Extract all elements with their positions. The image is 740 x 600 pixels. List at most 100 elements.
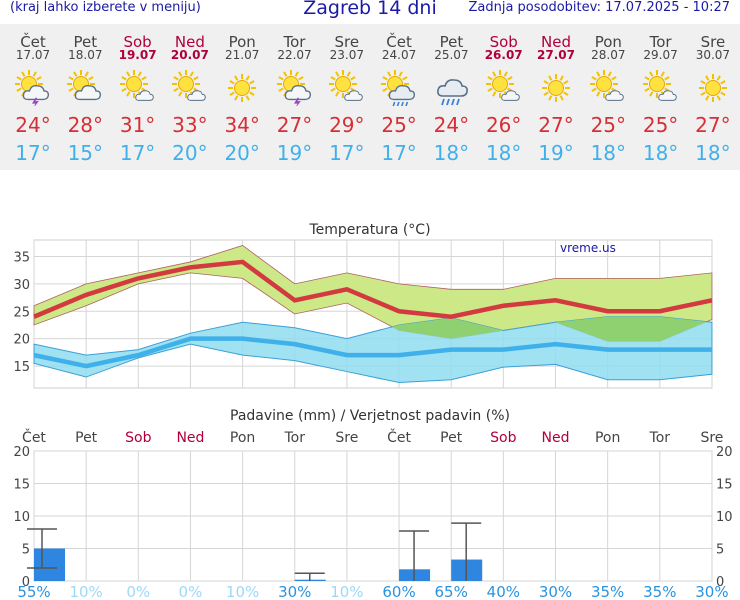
day-column: Pon 28.07 25° 18° xyxy=(582,24,634,170)
temp-min: 18° xyxy=(642,141,679,165)
day-date: 29.07 xyxy=(643,48,678,62)
precip-x-label: Čet xyxy=(22,428,46,446)
temp-min: 19° xyxy=(538,141,574,165)
min-temp-range-band xyxy=(33,316,713,384)
precip-y-tick-left: 20 xyxy=(13,445,30,460)
day-column: Pon 21.07 34° 20° xyxy=(216,24,268,170)
day-name: Tor xyxy=(283,33,306,51)
precip-probability: 30% xyxy=(695,583,728,600)
sun-icon xyxy=(695,70,731,106)
precip-y-tick-left: 5 xyxy=(22,543,30,558)
temp-min: 18° xyxy=(590,141,627,165)
precip-probability: 40% xyxy=(487,583,520,600)
temp-max: 27° xyxy=(695,113,731,137)
precip-y-tick-right: 10 xyxy=(716,510,733,525)
day-column: Čet 17.07 24° 17° xyxy=(7,24,59,170)
location-menu-hint[interactable]: (kraj lahko izberete v meniju) xyxy=(10,0,201,15)
precip-probability: 60% xyxy=(382,583,415,600)
precip-x-label: Tor xyxy=(649,430,671,446)
temp-max: 24° xyxy=(433,113,470,137)
precip-x-label: Ned xyxy=(176,430,204,446)
day-column: Sre 30.07 27° 18° xyxy=(687,24,739,170)
day-date: 22.07 xyxy=(277,48,312,62)
day-name: Pon xyxy=(228,33,256,51)
precip-x-label: Sre xyxy=(700,430,723,446)
precip-chart-title: Padavine (mm) / Verjetnost padavin (%) xyxy=(230,408,510,424)
day-date: 20.07 xyxy=(170,48,209,62)
day-name: Ned xyxy=(541,33,571,51)
temperature-y-tick: 25 xyxy=(13,305,30,320)
day-date: 19.07 xyxy=(118,48,157,62)
precip-x-label: Pet xyxy=(440,430,463,446)
day-name: Sob xyxy=(489,33,518,51)
sun-icon xyxy=(224,70,260,106)
precip-y-tick-right: 5 xyxy=(716,543,724,558)
temperature-y-tick: 20 xyxy=(13,333,30,348)
precip-probability: 10% xyxy=(69,583,102,600)
temp-min: 15° xyxy=(67,141,104,165)
precip-probability: 65% xyxy=(435,583,468,600)
day-column: Sre 23.07 29° 17° xyxy=(321,24,373,170)
max-temp-line xyxy=(33,259,713,320)
day-name: Ned xyxy=(174,33,205,51)
day-name: Čet xyxy=(386,33,412,51)
day-column: Tor 22.07 27° 19° xyxy=(269,24,321,170)
day-name: Tor xyxy=(649,33,672,51)
last-updated: Zadnja posodobitev: 17.07.2025 - 10:27 xyxy=(468,0,730,15)
day-name: Čet xyxy=(20,33,46,51)
day-name: Sob xyxy=(123,33,152,51)
precip-x-label: Pon xyxy=(595,430,620,446)
sun-cloud-icon xyxy=(67,70,103,106)
sun-small-cloud-icon xyxy=(485,70,522,106)
temperature-y-tick: 35 xyxy=(13,250,30,265)
precip-y-tick-left: 15 xyxy=(13,478,30,493)
precip-y-tick-right: 20 xyxy=(716,445,733,460)
day-column: Pet 18.07 28° 15° xyxy=(59,24,111,170)
day-column: Ned 20.07 33° 20° xyxy=(164,24,216,170)
day-name: Sre xyxy=(334,33,360,51)
precip-y-tick-right: 0 xyxy=(716,575,724,590)
day-date: 30.07 xyxy=(695,48,731,62)
day-column: Čet 24.07 25° 17° xyxy=(373,24,425,170)
sun-cloud-rain-icon xyxy=(381,70,417,108)
temp-min: 17° xyxy=(119,141,156,165)
precip-probability: 30% xyxy=(278,583,311,600)
day-date: 25.07 xyxy=(434,48,469,62)
temp-max: 25° xyxy=(381,113,417,137)
watermark: vreme.us xyxy=(560,241,616,255)
temp-max: 25° xyxy=(642,113,679,137)
temp-max: 24° xyxy=(15,113,51,137)
temp-max: 31° xyxy=(119,113,156,137)
day-date: 27.07 xyxy=(537,48,575,62)
precip-x-label: Sob xyxy=(490,430,516,446)
precip-y-tick-left: 10 xyxy=(13,510,30,525)
temp-max: 25° xyxy=(590,113,627,137)
precip-x-label: Sre xyxy=(335,430,358,446)
day-column: Tor 29.07 25° 18° xyxy=(635,24,687,170)
precip-probability: 0% xyxy=(179,583,203,600)
temp-max: 26° xyxy=(485,113,522,137)
day-date: 18.07 xyxy=(68,48,103,62)
precip-probability: 10% xyxy=(226,583,259,600)
temperature-y-tick: 15 xyxy=(13,360,30,375)
day-date: 21.07 xyxy=(225,48,260,62)
temp-max: 34° xyxy=(224,113,260,137)
temp-min: 20° xyxy=(224,141,260,165)
precip-x-label: Sob xyxy=(125,430,151,446)
temp-max: 27° xyxy=(538,113,574,137)
temp-min: 18° xyxy=(433,141,470,165)
precip-x-label: Pet xyxy=(75,430,98,446)
top-bar: (kraj lahko izberete v meniju) Zagreb 14… xyxy=(0,0,740,24)
sun-cloud-thunder-icon xyxy=(276,70,313,109)
sun-small-cloud-icon xyxy=(328,70,365,106)
precip-y-tick-right: 15 xyxy=(716,478,733,493)
day-column: Ned 27.07 27° 19° xyxy=(530,24,582,170)
day-column: Sob 19.07 31° 17° xyxy=(112,24,164,170)
page-title: Zagreb 14 dni xyxy=(303,0,437,19)
precip-probability: 30% xyxy=(539,583,572,600)
precip-x-label: Čet xyxy=(387,428,411,446)
sun-small-cloud-icon xyxy=(642,70,679,106)
precip-probability: 35% xyxy=(591,583,624,600)
temp-min: 17° xyxy=(15,141,51,165)
